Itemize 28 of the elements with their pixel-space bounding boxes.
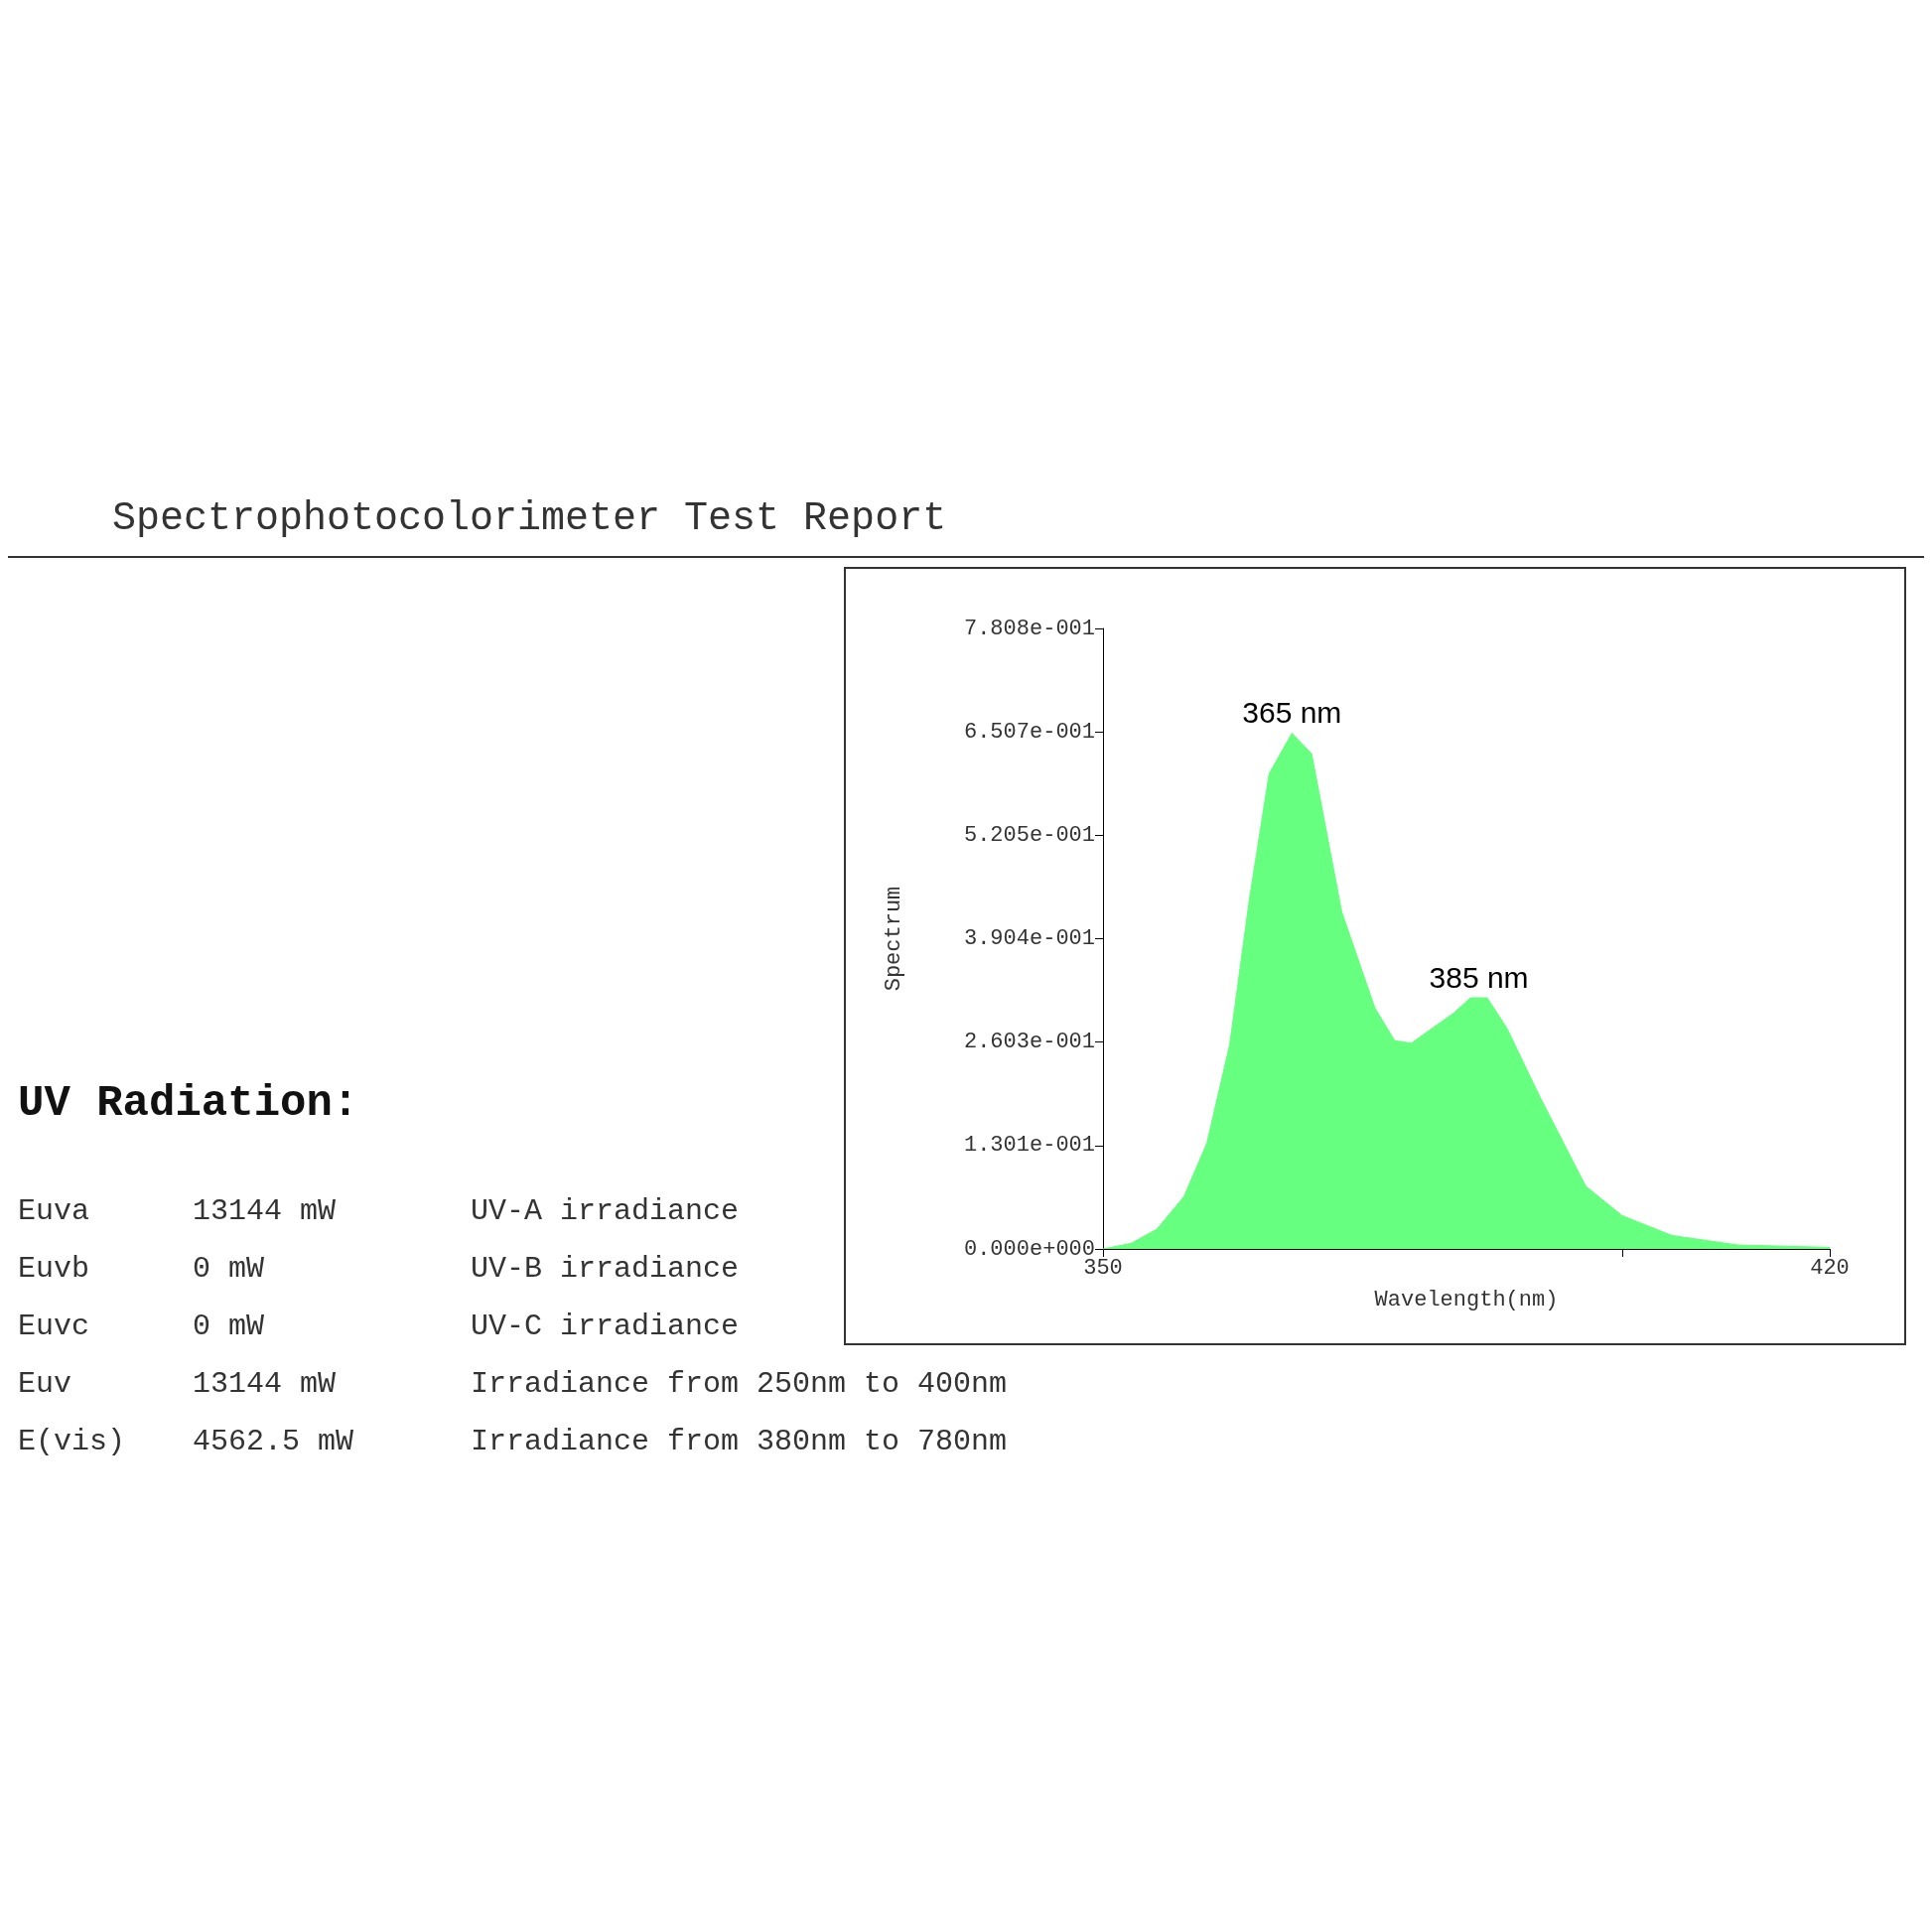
text: UV-C irradiance xyxy=(471,1310,740,1343)
y-tick-label: 2.603e-001 xyxy=(963,1030,1095,1055)
y-tick-label: 3.904e-001 xyxy=(963,926,1095,951)
y-tick-label: 5.205e-001 xyxy=(963,822,1095,848)
text: Spectrophotocolorimeter Test Report xyxy=(112,496,947,541)
text: Irradiance from 380nm to 780nm xyxy=(471,1425,1008,1458)
y-tick-label: 1.301e-001 xyxy=(963,1133,1095,1159)
text: Euva xyxy=(18,1194,90,1228)
annotation: 385 nm xyxy=(1429,960,1529,994)
text: UV Radiation: xyxy=(18,1078,359,1128)
text: UV-B irradiance xyxy=(471,1252,740,1286)
y-tick-label: 6.507e-001 xyxy=(963,719,1095,745)
text: Euvc xyxy=(18,1310,90,1343)
y-tick-label: 7.808e-001 xyxy=(963,616,1095,641)
text: Euvb xyxy=(18,1252,90,1286)
y-axis-title: Spectrum xyxy=(881,886,906,992)
text: Irradiance from 250nm to 400nm xyxy=(471,1367,1008,1401)
text: 0 mW xyxy=(193,1310,265,1343)
x-axis-title: Wavelength(nm) xyxy=(1374,1287,1559,1312)
text: E(vis) xyxy=(18,1425,126,1458)
annotation: 365 nm xyxy=(1242,696,1342,729)
text: Euv xyxy=(18,1367,72,1401)
text: 0 mW xyxy=(193,1252,265,1286)
text: 4562.5 mW xyxy=(193,1425,354,1458)
x-tick-label: 420 xyxy=(1810,1255,1850,1281)
text: 13144 mW xyxy=(193,1367,337,1401)
text: 13144 mW xyxy=(193,1194,337,1228)
text: UV-A irradiance xyxy=(471,1194,740,1228)
